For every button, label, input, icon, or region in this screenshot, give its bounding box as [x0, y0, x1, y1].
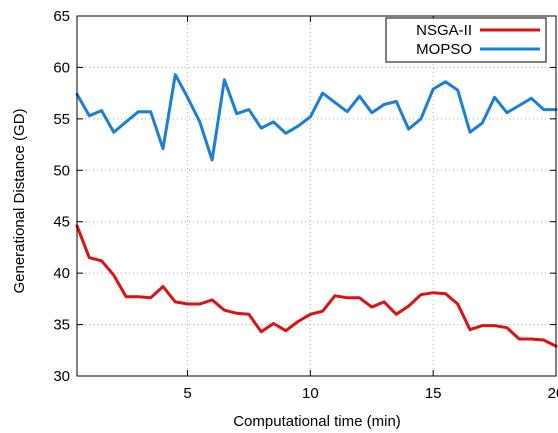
x-tick-label: 5	[183, 385, 191, 402]
series-layer	[75, 73, 558, 348]
legend-box	[385, 17, 547, 63]
y-tick-label: 65	[53, 8, 70, 25]
x-tick-label: 10	[302, 385, 319, 402]
y-tick-label: 40	[53, 265, 70, 282]
y-tick-label: 60	[53, 59, 70, 76]
y-tick-label: 50	[53, 162, 70, 179]
ticks: 30 35 40 45 50 55 60 65 5 10 15 20	[53, 8, 558, 402]
x-tick-label: 15	[425, 385, 442, 402]
series-line-mopso	[75, 73, 558, 162]
y-tick-label: 55	[53, 111, 70, 128]
series-line-nsga-ii	[75, 224, 558, 348]
y-tick-label: 35	[53, 317, 70, 334]
x-axis-label: Computational time (min)	[233, 413, 401, 430]
legend-label-nsga-ii: NSGA-II	[416, 22, 472, 39]
legend: NSGA-II MOPSO	[385, 17, 547, 63]
grid	[77, 16, 556, 376]
legend-label-mopso: MOPSO	[416, 41, 472, 58]
plot-frame	[76, 15, 557, 377]
y-tick-label: 30	[53, 368, 70, 385]
y-tick-label: 45	[53, 214, 70, 231]
x-tick-label: 20	[548, 385, 558, 402]
y-axis-label: Generational Distance (GD)	[11, 108, 28, 293]
